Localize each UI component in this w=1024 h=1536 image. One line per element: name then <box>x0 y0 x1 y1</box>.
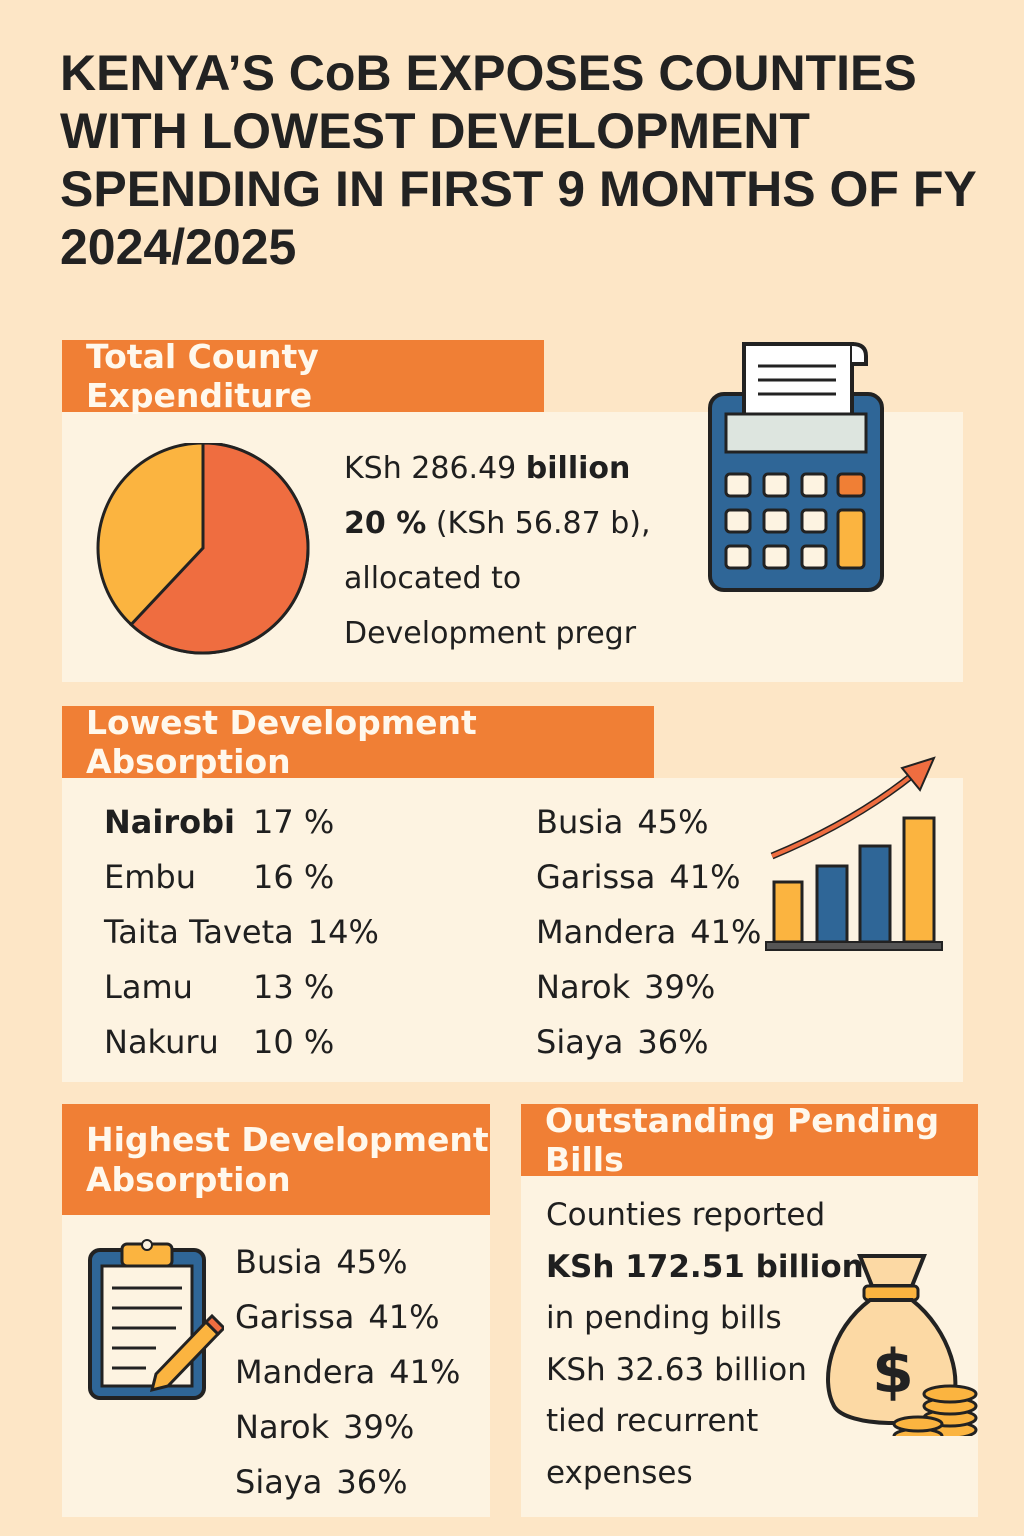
county-pct: 39% <box>343 1408 415 1446</box>
page-title: KENYA’S CoB EXPOSES COUNTIES WITH LOWEST… <box>60 45 976 275</box>
lowest-absorption-panel <box>62 778 963 1082</box>
county-pct: 41% <box>368 1298 440 1336</box>
county-name: Mandera <box>536 913 677 951</box>
highest-header-line2: Absorption <box>86 1159 291 1199</box>
county-row: Nakuru 10 % <box>104 1015 334 1070</box>
county-name: Siaya <box>235 1463 323 1501</box>
county-pct: 45% <box>637 803 709 841</box>
development-amount: (KSh 56.87 b), <box>435 506 651 541</box>
county-row: Embu 16 % <box>104 850 334 905</box>
county-name: Busia <box>536 803 624 841</box>
county-row: Garissa 41% <box>536 850 741 905</box>
county-pct: 36% <box>637 1023 709 1061</box>
county-row: Mandera 41% <box>536 905 761 960</box>
county-name: Garissa <box>235 1298 355 1336</box>
county-name: Siaya <box>536 1023 624 1061</box>
county-row: Mandera 41% <box>235 1345 460 1400</box>
clipboard-icon <box>88 1239 224 1400</box>
county-pct: 36% <box>336 1463 408 1501</box>
pending-bills-text: Counties reported KSh 172.51 billion in … <box>546 1190 864 1499</box>
county-row: Narok 39% <box>536 960 715 1015</box>
pending-line-5: tied recurrent <box>546 1403 759 1439</box>
county-pct: 14% <box>307 913 379 951</box>
county-row: Busia 45% <box>536 795 709 850</box>
pie-slice-main <box>129 443 310 655</box>
total-expenditure-header: Total County Expenditure <box>62 337 544 415</box>
pending-total: KSh 172.51 billion <box>546 1248 864 1285</box>
pending-line-6: expenses <box>546 1454 693 1491</box>
pending-recurrent-amount: KSh 32.63 billion <box>546 1351 807 1388</box>
money-bag-icon: $ <box>826 1254 978 1436</box>
development-pct: 20 % <box>344 506 427 541</box>
county-row: Busia 45% <box>235 1235 408 1290</box>
county-name: Narok <box>235 1408 330 1446</box>
county-pct: 16 % <box>253 858 335 896</box>
highest-header-line1: Highest Development <box>86 1119 489 1159</box>
total-unit: billion <box>525 451 631 486</box>
county-pct: 41% <box>389 1353 461 1391</box>
county-pct: 41% <box>669 858 741 896</box>
county-name: Nakuru <box>104 1023 219 1061</box>
county-row: Taita Taveta 14% <box>104 905 379 960</box>
county-row: Siaya 36% <box>536 1015 708 1070</box>
county-pct: 13 % <box>253 968 335 1006</box>
county-pct: 39% <box>644 968 716 1006</box>
county-row: Narok 39% <box>235 1400 414 1455</box>
county-pct: 10 % <box>253 1023 335 1061</box>
pending-bills-header: Outstanding Pending Bills <box>521 1101 978 1179</box>
county-name: Narok <box>536 968 631 1006</box>
total-value: KSh 286.49 <box>344 451 517 486</box>
county-row: Lamu 13 % <box>104 960 334 1015</box>
bar-chart-growth-icon <box>765 756 943 951</box>
calculator-icon <box>708 342 884 592</box>
county-name: Busia <box>235 1243 323 1281</box>
county-pct: 41% <box>690 913 762 951</box>
development-text: Development pregr <box>344 616 637 651</box>
pending-line-1: Counties reported <box>546 1197 826 1233</box>
county-row: Garissa 41% <box>235 1290 440 1345</box>
allocated-text: allocated to <box>344 561 522 596</box>
highest-absorption-header: Highest Development Absorption <box>62 1104 490 1215</box>
county-name: Lamu <box>104 968 193 1006</box>
county-pct: 17 % <box>253 803 335 841</box>
county-row: Siaya 36% <box>235 1455 407 1510</box>
county-name: Taita Taveta <box>104 913 294 951</box>
county-name: Mandera <box>235 1353 376 1391</box>
lowest-absorption-header: Lowest Development Absorption <box>62 703 654 781</box>
county-name: Embu <box>104 858 196 896</box>
expenditure-pie <box>96 443 310 655</box>
expenditure-text: KSh 286.49 billion 20 % (KSh 56.87 b), a… <box>344 441 651 661</box>
county-row: Nairobi 17 % <box>104 795 334 850</box>
svg-text:$: $ <box>872 1337 914 1407</box>
county-name: Garissa <box>536 858 656 896</box>
pending-line-3: in pending bills <box>546 1300 782 1336</box>
county-name: Nairobi <box>104 803 235 841</box>
county-pct: 45% <box>336 1243 408 1281</box>
